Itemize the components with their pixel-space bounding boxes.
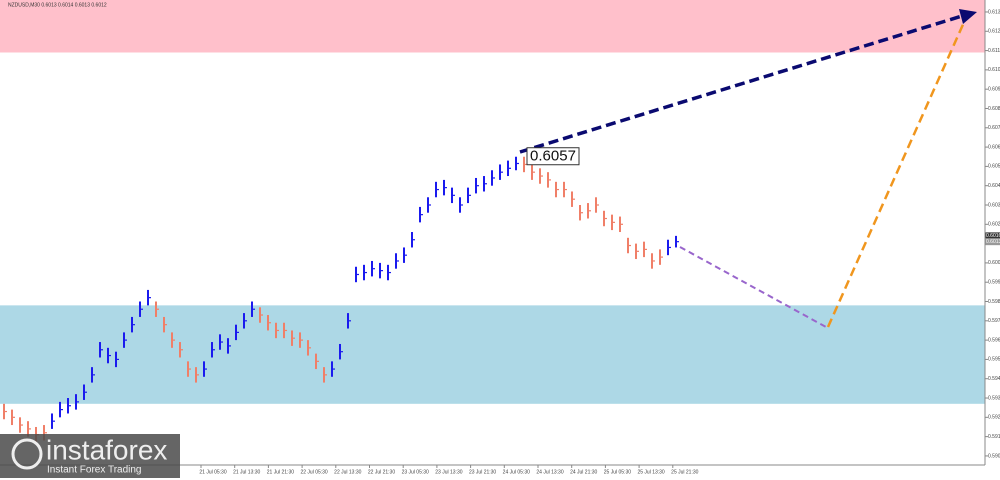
peak-label: 0.6057	[530, 148, 576, 165]
y-tick-label: 0.6132	[988, 9, 1000, 15]
x-tick-label: 23 Jul 05:30	[402, 469, 429, 475]
x-tick-label: 23 Jul 21:30	[469, 469, 496, 475]
x-tick-label: 21 Jul 05:30	[199, 469, 226, 475]
y-tick-label: 0.6022	[988, 222, 1000, 228]
y-tick-label: 0.6062	[988, 144, 1000, 150]
y-tick-label: 0.6102	[988, 67, 1000, 73]
price-label-box	[985, 232, 1000, 240]
watermark-icon	[11, 438, 43, 470]
y-tick-label: 0.6072	[988, 125, 1000, 131]
zone	[0, 305, 985, 404]
price-axis: 0.6132 0.6122 0.6112 0.6102 0.6092 0.6082 0.60…	[199, 9, 1000, 475]
arrow-head	[959, 9, 977, 24]
y-tick-label: 0.5972	[988, 318, 1000, 324]
forecast-line	[679, 246, 827, 328]
y-tick-label: 0.6112	[988, 48, 1000, 54]
y-tick-label: 0.6092	[988, 87, 1000, 93]
peak-label-box	[526, 147, 580, 166]
zone	[0, 0, 985, 53]
y-tick-label: 0.5922	[988, 415, 1000, 421]
y-tick-label: 0.5962	[988, 337, 1000, 343]
y-tick-label: 0.6052	[988, 164, 1000, 170]
y-tick-label: 0.6032	[988, 202, 1000, 208]
x-tick-label: 22 Jul 13:30	[334, 469, 361, 475]
x-tick-label: 21 Jul 13:30	[233, 469, 260, 475]
price-label: 0.6016	[986, 233, 1000, 239]
x-tick-label: 23 Jul 13:30	[435, 469, 462, 475]
watermark-brand: instaforex	[46, 434, 167, 465]
x-tick-label: 25 Jul 21:30	[671, 469, 698, 475]
y-tick-label: 0.6002	[988, 260, 1000, 266]
y-tick-label: 0.6042	[988, 183, 1000, 189]
y-tick-label: 0.5982	[988, 299, 1000, 305]
x-tick-label: 24 Jul 21:30	[570, 469, 597, 475]
watermark-tagline: Instant Forex Trading	[47, 465, 142, 476]
y-tick-label: 0.5932	[988, 395, 1000, 401]
x-tick-label: 24 Jul 05:30	[503, 469, 530, 475]
y-tick-label: 0.6122	[988, 29, 1000, 35]
y-tick-label: 0.5942	[988, 376, 1000, 382]
y-tick-label: 0.5912	[988, 434, 1000, 440]
forecast-line	[519, 14, 963, 154]
chart-title: NZDUSD,M30 0.6013 0.6014 0.6013 0.6012	[8, 2, 107, 8]
y-tick-label: 0.5992	[988, 280, 1000, 286]
price-label: 0.6013	[986, 239, 1000, 245]
forecast-line	[826, 19, 967, 328]
x-tick-label: 25 Jul 05:30	[604, 469, 631, 475]
x-tick-label: 25 Jul 13:30	[637, 469, 664, 475]
y-tick-label: 0.6082	[988, 106, 1000, 112]
y-tick-label: 0.5952	[988, 357, 1000, 363]
x-tick-label: 21 Jul 21:30	[267, 469, 294, 475]
overlay: 0.6057	[526, 147, 580, 166]
x-tick-label: 24 Jul 13:30	[536, 469, 563, 475]
x-tick-label: 22 Jul 05:30	[300, 469, 327, 475]
price-label-box	[985, 238, 1000, 246]
x-tick-label: 22 Jul 21:30	[368, 469, 395, 475]
